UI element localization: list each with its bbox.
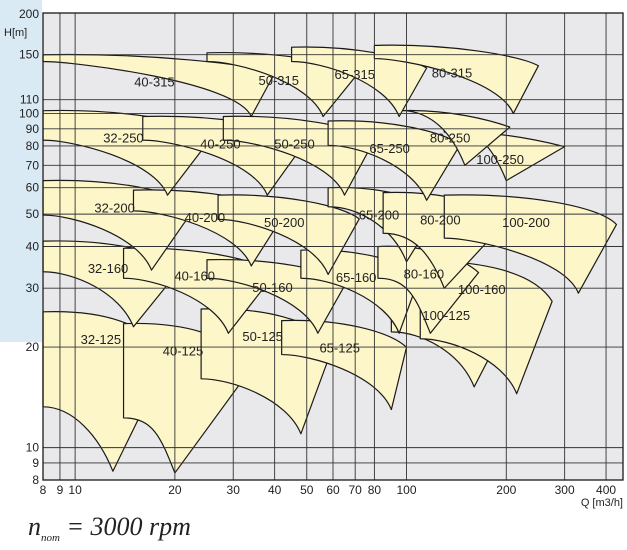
x-tick-label: 70 (349, 483, 363, 497)
y-tick-label: 90 (26, 122, 40, 136)
zone-label-50-125: 50-125 (242, 329, 282, 344)
y-tick-label: 60 (26, 181, 40, 195)
zone-label-32-160: 32-160 (88, 261, 128, 276)
zone-label-40-250: 40-250 (200, 136, 240, 151)
zone-label-32-250: 32-250 (103, 131, 143, 146)
zone-100-200 (443, 194, 618, 294)
zone-label-65-315: 65-315 (334, 67, 374, 82)
zone-65-125 (281, 319, 408, 411)
x-tick-label: 400 (596, 483, 616, 497)
zone-40-315 (42, 53, 276, 118)
zones-layer (42, 44, 618, 474)
zone-label-32-125: 32-125 (81, 332, 121, 347)
y-tick-label: 80 (26, 139, 40, 153)
zone-label-65-200: 65-200 (359, 208, 399, 223)
x-axis-label: Q [m3/h] (581, 497, 623, 509)
pump-selection-chart: 32-125 40-125 50-125 65-125 100-125 100-160 32… (4, 7, 624, 509)
y-tick-label: 200 (19, 7, 39, 21)
zone-label-40-315: 40-315 (134, 75, 174, 90)
zone-label-65-125: 65-125 (319, 341, 359, 356)
x-tick-label: 40 (268, 483, 282, 497)
x-tick-label: 100 (397, 483, 417, 497)
x-tick-label: 300 (555, 483, 575, 497)
x-tick-label: 200 (496, 483, 516, 497)
speed-subscript: nom (41, 532, 60, 545)
y-tick-label: 70 (26, 158, 40, 172)
y-tick-label: 50 (26, 207, 40, 221)
zone-label-80-160: 80-160 (404, 267, 444, 282)
zone-label-80-200: 80-200 (420, 213, 460, 228)
y-tick-label: 100 (19, 107, 39, 121)
zone-label-50-160: 50-160 (252, 280, 292, 295)
zone-label-80-315: 80-315 (432, 65, 472, 80)
y-tick-label: 150 (19, 48, 39, 62)
y-tick-label: 9 (32, 456, 39, 470)
y-tick-label: 30 (26, 281, 40, 295)
x-tick-label: 50 (300, 483, 314, 497)
zone-label-32-200: 32-200 (94, 201, 134, 216)
side-band (0, 0, 42, 342)
zone-label-100-200: 100-200 (502, 215, 550, 230)
zone-65-250 (327, 120, 461, 201)
zone-label-100-250: 100-250 (476, 152, 524, 167)
x-tick-label: 80 (368, 483, 382, 497)
x-tick-label: 60 (326, 483, 340, 497)
x-tick-label: 10 (68, 483, 82, 497)
zone-label-40-200: 40-200 (185, 210, 225, 225)
zone-label-50-315: 50-315 (258, 73, 298, 88)
x-tick-label: 30 (227, 483, 241, 497)
x-tick-label: 8 (40, 483, 47, 497)
y-tick-label: 110 (20, 93, 39, 107)
tick-labels-layer: 8 9 10 20 30 40 50 60 70 80 100 200 300 4008910203040… (19, 7, 616, 497)
speed-value: = 3000 rpm (59, 512, 191, 541)
zone-label-100-125: 100-125 (422, 308, 470, 323)
speed-symbol: n (28, 512, 41, 541)
speed-note: nnom = 3000 rpm (28, 512, 191, 544)
y-tick-label: 8 (32, 473, 39, 487)
zone-label-80-250: 80-250 (430, 131, 470, 146)
zone-label-40-125: 40-125 (163, 344, 203, 359)
y-axis-label: H[m] (4, 27, 27, 39)
zone-label-40-160: 40-160 (174, 268, 214, 283)
y-tick-label: 20 (26, 340, 40, 354)
grid-layer (42, 12, 624, 481)
zone-label-50-200: 50-200 (264, 215, 304, 230)
zone-65-315 (290, 46, 428, 118)
x-tick-label: 20 (168, 483, 182, 497)
y-tick-label: 10 (26, 441, 40, 455)
x-tick-label: 9 (57, 483, 64, 497)
y-tick-label: 40 (26, 240, 40, 254)
zone-label-100-160: 100-160 (458, 282, 506, 297)
zone-label-65-160: 65-160 (336, 270, 376, 285)
zone-labels-layer: 32-125 40-125 50-125 65-125 100-125 100-160 32… (81, 65, 550, 358)
zone-label-50-250: 50-250 (274, 136, 314, 151)
zone-label-65-250: 65-250 (369, 141, 409, 156)
